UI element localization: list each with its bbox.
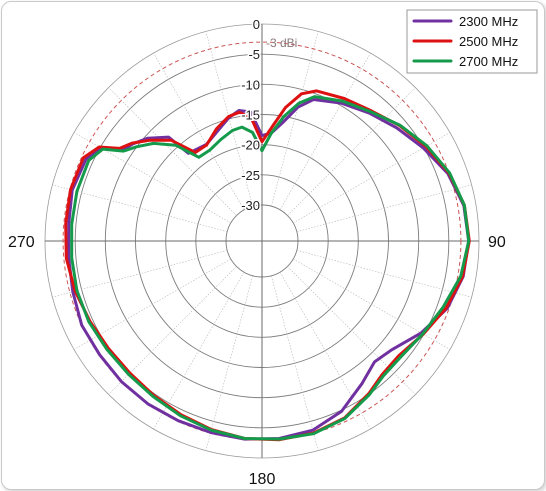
legend: 2300 MHz 2500 MHz 2700 MHz xyxy=(406,9,538,74)
r-tick-label: -30 xyxy=(241,198,260,213)
grid-spoke xyxy=(287,266,416,395)
series-line xyxy=(67,98,471,441)
r-tick-label: -15 xyxy=(241,108,260,123)
grid-layer xyxy=(44,23,480,459)
series-line xyxy=(70,95,471,441)
r-tick-label: -10 xyxy=(241,77,260,92)
legend-label: 2700 MHz xyxy=(459,54,518,69)
grid-spoke xyxy=(271,31,319,207)
grid-spoke xyxy=(287,87,416,216)
grid-spoke xyxy=(52,184,228,232)
legend-label: 2500 MHz xyxy=(459,34,518,49)
legend-label: 2300 MHz xyxy=(459,14,518,29)
r-tick-label: -20 xyxy=(241,138,260,153)
tick-layer: 0 -5 -10 -15 -20 -25 -30 -3 dBi 90 180 270 xyxy=(8,16,506,489)
grid-spoke xyxy=(205,275,253,451)
grid-spoke xyxy=(271,275,319,451)
grid-spoke xyxy=(279,52,371,210)
grid-spoke xyxy=(153,52,245,210)
series-layer xyxy=(64,89,471,442)
grid-spoke xyxy=(279,272,371,430)
r-tick-label: 0 xyxy=(253,17,260,32)
grid-spoke xyxy=(296,184,472,232)
r-tick-label: -25 xyxy=(241,168,260,183)
angle-label-270: 270 xyxy=(8,234,35,251)
angle-label-180: 180 xyxy=(249,471,276,488)
reference-label: -3 dBi xyxy=(266,36,297,50)
grid-spoke xyxy=(52,250,228,298)
grid-spoke xyxy=(153,272,245,430)
grid-spoke xyxy=(293,258,451,350)
r-tick-label: -5 xyxy=(248,47,260,62)
angle-label-90: 90 xyxy=(488,234,506,251)
grid-spoke xyxy=(296,250,472,298)
grid-spoke xyxy=(108,87,237,216)
reference-ring xyxy=(62,41,462,441)
